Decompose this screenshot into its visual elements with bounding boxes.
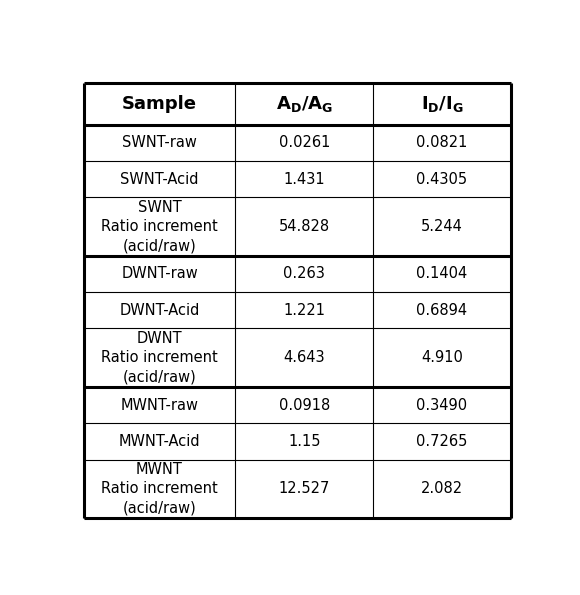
Text: 1.431: 1.431 <box>284 172 325 187</box>
Text: 4.643: 4.643 <box>284 350 325 365</box>
Text: 1.221: 1.221 <box>283 303 325 318</box>
Text: DWNT
Ratio increment
(acid/raw): DWNT Ratio increment (acid/raw) <box>101 331 218 384</box>
Text: $\mathbf{I_D/I_G}$: $\mathbf{I_D/I_G}$ <box>420 94 463 114</box>
Text: 5.244: 5.244 <box>421 219 463 234</box>
Text: 4.910: 4.910 <box>421 350 463 365</box>
Text: 0.6894: 0.6894 <box>416 303 467 318</box>
Text: 0.1404: 0.1404 <box>416 267 467 281</box>
Text: MWNT
Ratio increment
(acid/raw): MWNT Ratio increment (acid/raw) <box>101 462 218 515</box>
Text: 0.0821: 0.0821 <box>416 136 467 151</box>
Text: 0.0918: 0.0918 <box>278 397 330 412</box>
Text: DWNT-Acid: DWNT-Acid <box>119 303 200 318</box>
Text: 54.828: 54.828 <box>279 219 330 234</box>
Text: 1.15: 1.15 <box>288 434 321 449</box>
Text: 0.3490: 0.3490 <box>416 397 467 412</box>
Text: SWNT
Ratio increment
(acid/raw): SWNT Ratio increment (acid/raw) <box>101 200 218 253</box>
Text: DWNT-raw: DWNT-raw <box>121 267 198 281</box>
Text: 0.0261: 0.0261 <box>278 136 330 151</box>
Text: 0.263: 0.263 <box>284 267 325 281</box>
Text: SWNT-raw: SWNT-raw <box>122 136 197 151</box>
Text: 0.7265: 0.7265 <box>416 434 467 449</box>
Text: MWNT-Acid: MWNT-Acid <box>119 434 200 449</box>
Text: 0.4305: 0.4305 <box>416 172 467 187</box>
Text: $\mathbf{A_D/A_G}$: $\mathbf{A_D/A_G}$ <box>276 94 333 114</box>
Text: Sample: Sample <box>122 95 197 113</box>
Text: SWNT-Acid: SWNT-Acid <box>120 172 199 187</box>
Text: 12.527: 12.527 <box>278 481 330 496</box>
Text: 2.082: 2.082 <box>421 481 463 496</box>
Text: MWNT-raw: MWNT-raw <box>121 397 198 412</box>
